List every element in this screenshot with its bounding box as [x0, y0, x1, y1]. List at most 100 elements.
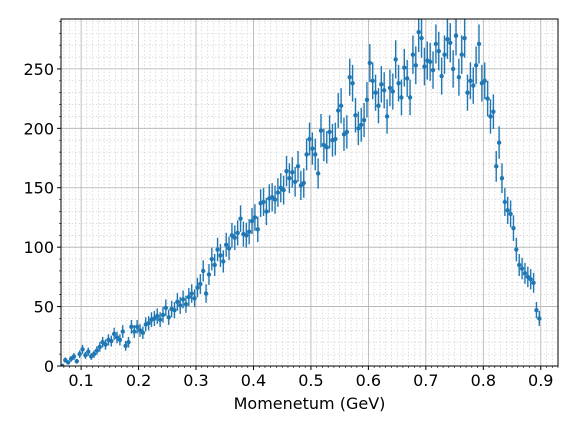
- data-point: [491, 109, 496, 114]
- data-point: [427, 59, 433, 64]
- data-point: [313, 152, 318, 157]
- data-point: [327, 129, 332, 135]
- data-point: [333, 136, 338, 142]
- data-point: [430, 67, 436, 73]
- data-point: [175, 299, 180, 305]
- data-point: [410, 52, 416, 57]
- data-point: [462, 35, 467, 41]
- data-point: [359, 122, 364, 127]
- data-point: [238, 216, 243, 221]
- data-point: [537, 316, 542, 321]
- data-point: [387, 85, 393, 91]
- data-point: [549, 0, 553, 2]
- data-point: [129, 324, 134, 329]
- data-point: [543, 0, 547, 2]
- data-point: [508, 211, 513, 217]
- data-point: [244, 233, 249, 238]
- data-point: [86, 349, 91, 354]
- error-bars: [61, 19, 541, 366]
- data-point: [393, 57, 398, 62]
- data-point: [212, 262, 217, 268]
- data-point: [203, 291, 209, 296]
- data-point: [436, 48, 441, 54]
- data-point: [407, 95, 413, 100]
- data-point: [531, 280, 536, 286]
- data-point: [499, 176, 505, 181]
- data-point: [206, 272, 212, 277]
- data-point: [246, 229, 252, 234]
- data-point: [307, 136, 312, 142]
- data-point: [198, 281, 203, 287]
- data-point: [517, 262, 522, 268]
- data-point: [528, 277, 533, 282]
- data-point: [109, 338, 114, 344]
- data-point: [292, 179, 298, 185]
- x-tick-label: 0.6: [356, 371, 381, 390]
- data-point: [126, 340, 131, 345]
- data-point: [381, 88, 387, 93]
- data-point: [146, 321, 151, 326]
- data-point: [264, 209, 269, 214]
- x-tick-label: 0.9: [528, 371, 553, 390]
- data-point: [450, 66, 456, 72]
- data-point: [284, 168, 289, 174]
- x-axis-label: Momenetum (GeV): [234, 394, 386, 413]
- data-point: [215, 247, 220, 252]
- data-point: [272, 197, 278, 202]
- data-point: [155, 313, 160, 319]
- data-point: [546, 0, 550, 2]
- data-point: [416, 29, 421, 35]
- data-point: [439, 73, 444, 79]
- data-point: [344, 129, 350, 135]
- data-point: [494, 164, 499, 169]
- data-point: [370, 78, 375, 83]
- data-point: [350, 80, 355, 86]
- data-point: [336, 108, 341, 113]
- data-point: [534, 307, 539, 313]
- data-point: [71, 354, 77, 359]
- data-point: [540, 0, 544, 2]
- grid: [61, 19, 559, 367]
- data-point: [315, 171, 321, 176]
- data-point: [514, 247, 519, 252]
- y-tick-label: 100: [23, 238, 54, 257]
- data-point: [281, 187, 286, 193]
- data-point: [356, 126, 361, 131]
- data-point: [404, 76, 410, 81]
- data-point: [223, 242, 229, 247]
- data-point: [554, 0, 558, 2]
- y-tick-label: 50: [34, 298, 54, 317]
- data-point: [367, 60, 373, 66]
- data-point: [468, 78, 473, 83]
- data-point: [218, 253, 223, 258]
- data-point: [402, 65, 407, 70]
- data-point: [195, 285, 200, 290]
- data-point: [476, 41, 482, 47]
- data-point: [91, 351, 97, 357]
- data-point: [74, 359, 80, 364]
- data-point: [201, 268, 206, 274]
- x-tick-labels: 0.1 0.2 0.3 0.4 0.5 0.6 0.7 0.8 0.9: [68, 371, 553, 390]
- data-point: [287, 176, 292, 181]
- data-point: [465, 90, 470, 95]
- data-point: [473, 63, 479, 68]
- data-point: [419, 35, 424, 41]
- data-point: [120, 329, 125, 334]
- data-point: [456, 75, 462, 80]
- data-point: [163, 305, 169, 310]
- data-point: [433, 41, 439, 47]
- data-point: [422, 64, 427, 69]
- data-point: [364, 97, 370, 103]
- x-tick-label: 0.2: [126, 371, 151, 390]
- x-tick-label: 0.8: [471, 371, 496, 390]
- data-point: [261, 199, 266, 205]
- data-point: [459, 52, 464, 57]
- data-point: [482, 78, 487, 83]
- data-point: [511, 225, 516, 231]
- data-point: [353, 113, 358, 118]
- x-tick-label: 0.7: [413, 371, 438, 390]
- data-point: [209, 256, 215, 262]
- x-tick-label: 0.3: [183, 371, 208, 390]
- data-point: [373, 90, 378, 95]
